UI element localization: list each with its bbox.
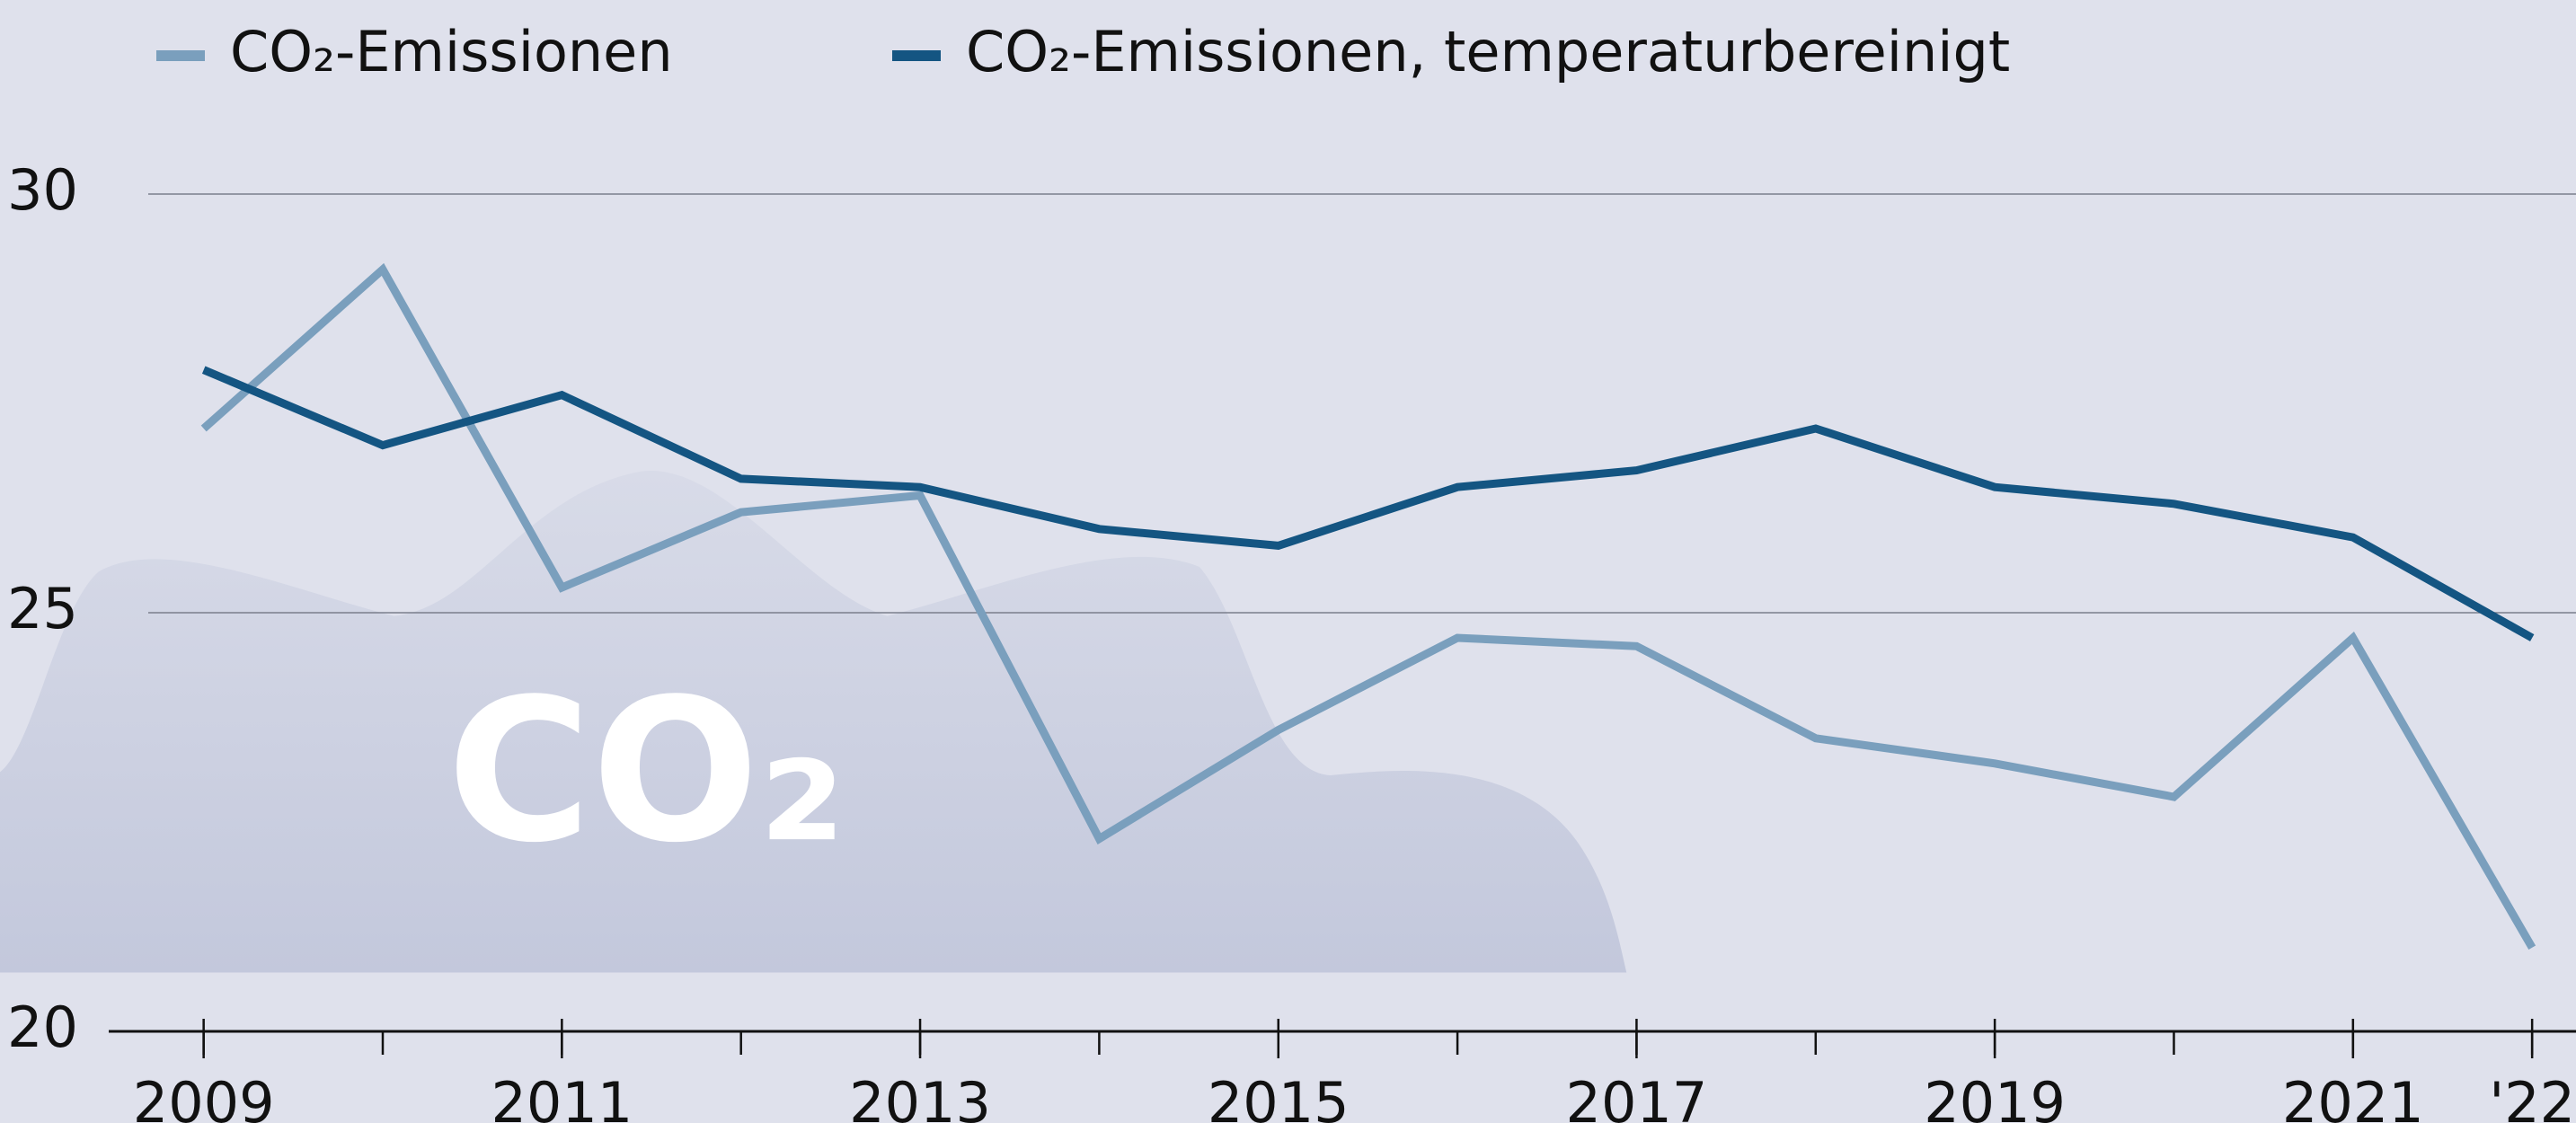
legend-label: CO₂-Emissionen, temperaturbereinigt: [966, 19, 2010, 84]
x-tick-label: '22: [2489, 1070, 2575, 1123]
legend-label: CO₂-Emissionen: [230, 19, 673, 84]
x-tick-label: 2021: [2282, 1070, 2424, 1123]
x-tick-label: 2011: [491, 1070, 633, 1123]
y-tick-label: 25: [7, 576, 78, 641]
x-tick-label: 2015: [1208, 1070, 1350, 1123]
x-tick-label: 2017: [1566, 1070, 1708, 1123]
x-tick-label: 2013: [849, 1070, 991, 1123]
y-tick-label: 30: [7, 157, 78, 223]
x-tick-label: 2009: [133, 1070, 275, 1123]
x-tick-label: 2019: [1924, 1070, 2066, 1123]
co2-illustration: CO₂: [0, 470, 1627, 973]
y-tick-label: 20: [7, 995, 78, 1060]
series-line: [201, 366, 2535, 641]
series-line: [200, 262, 2536, 951]
co2-decoration-text: CO₂: [447, 656, 845, 886]
